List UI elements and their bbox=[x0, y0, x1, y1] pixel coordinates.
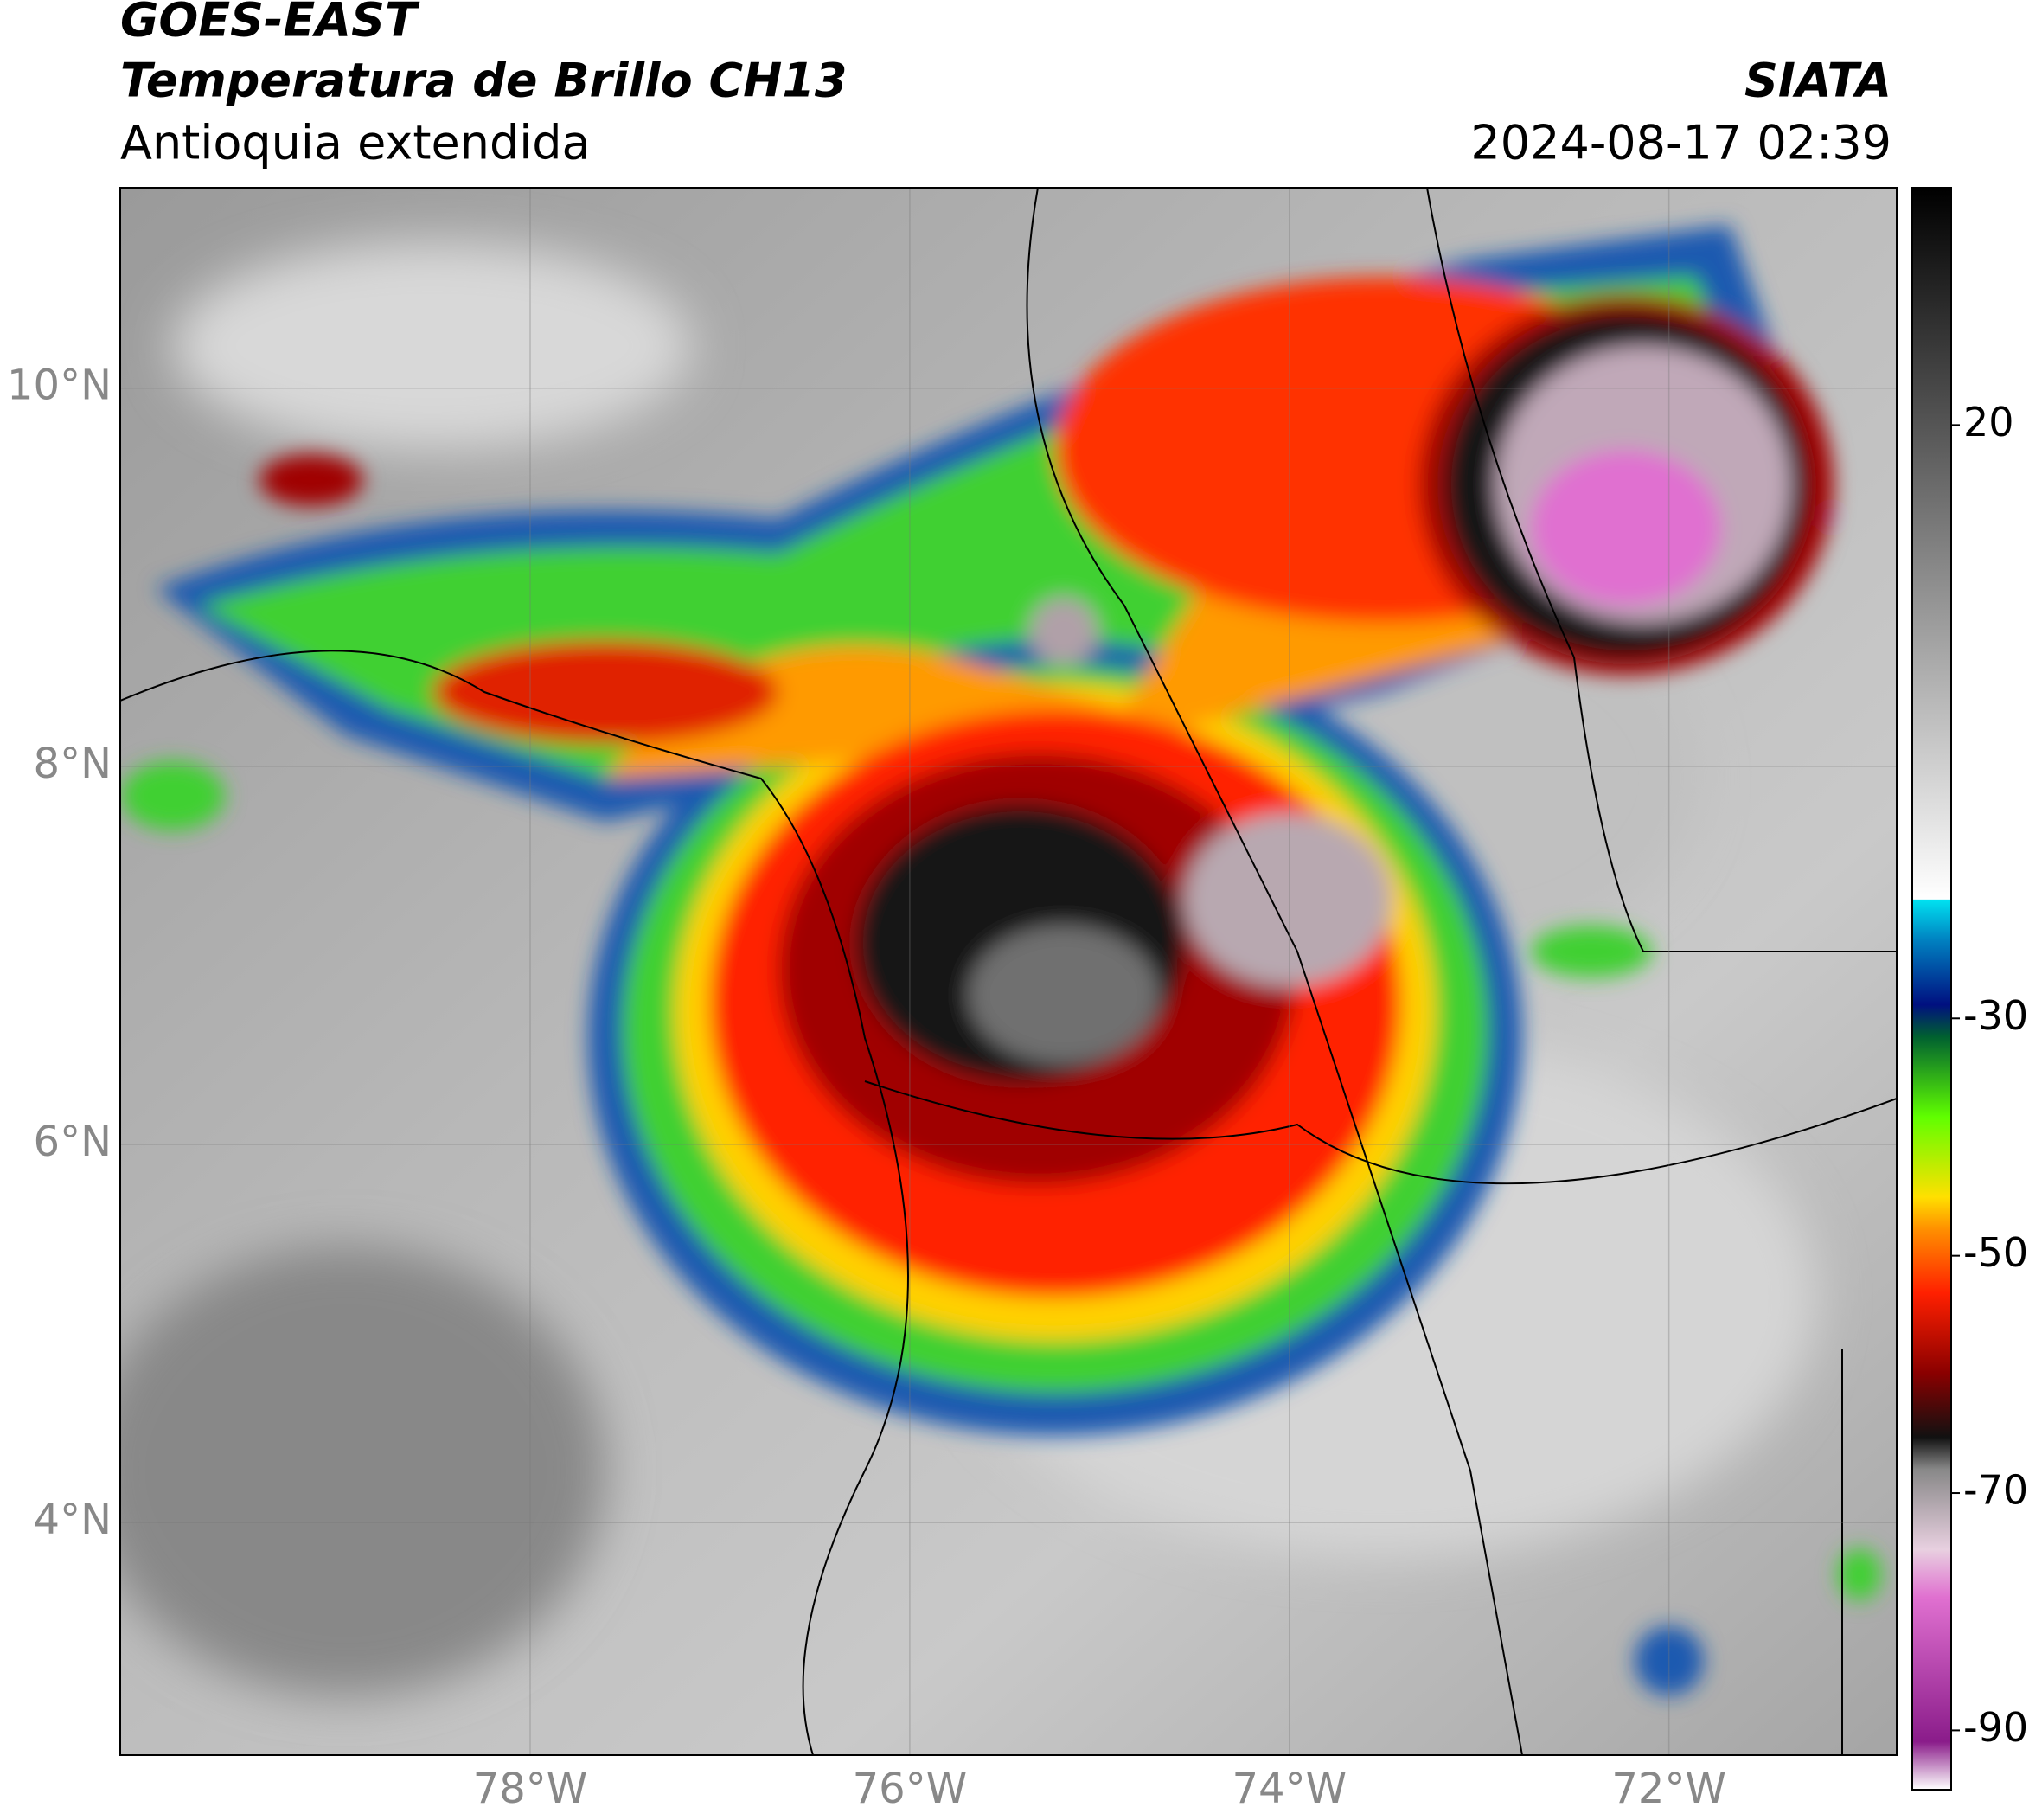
colorbar bbox=[1911, 187, 1952, 1791]
lon-tick-label: 78°W bbox=[473, 1765, 588, 1813]
lat-tick-label: 8°N bbox=[34, 740, 112, 788]
colorbar-tick-label: -50 bbox=[1963, 1229, 2028, 1276]
lat-tick-label: 6°N bbox=[34, 1118, 112, 1166]
lat-tick-label: 10°N bbox=[7, 362, 112, 410]
colorbar-tick-label: -70 bbox=[1963, 1467, 2028, 1514]
map-frame bbox=[119, 187, 1898, 1756]
colorbar-tick-label: -90 bbox=[1963, 1704, 2028, 1751]
lon-tick-label: 72°W bbox=[1611, 1765, 1726, 1813]
region-subtitle: Antioquia extendida bbox=[120, 116, 591, 170]
satellite-image bbox=[120, 188, 1897, 1755]
satellite-title: GOES-EAST bbox=[120, 0, 420, 48]
lon-tick-label: 76°W bbox=[853, 1765, 968, 1813]
datetime-label: 2024-08-17 02:39 bbox=[1470, 116, 1891, 170]
agency-label: SIATA bbox=[1744, 54, 1891, 108]
colorbar-tick-label: -30 bbox=[1963, 992, 2028, 1039]
product-title: Temperatura de Brillo CH13 bbox=[120, 54, 848, 108]
lat-tick-label: 4°N bbox=[34, 1496, 112, 1544]
lon-tick-label: 74°W bbox=[1232, 1765, 1347, 1813]
colorbar-tick-label: 20 bbox=[1963, 399, 2014, 445]
